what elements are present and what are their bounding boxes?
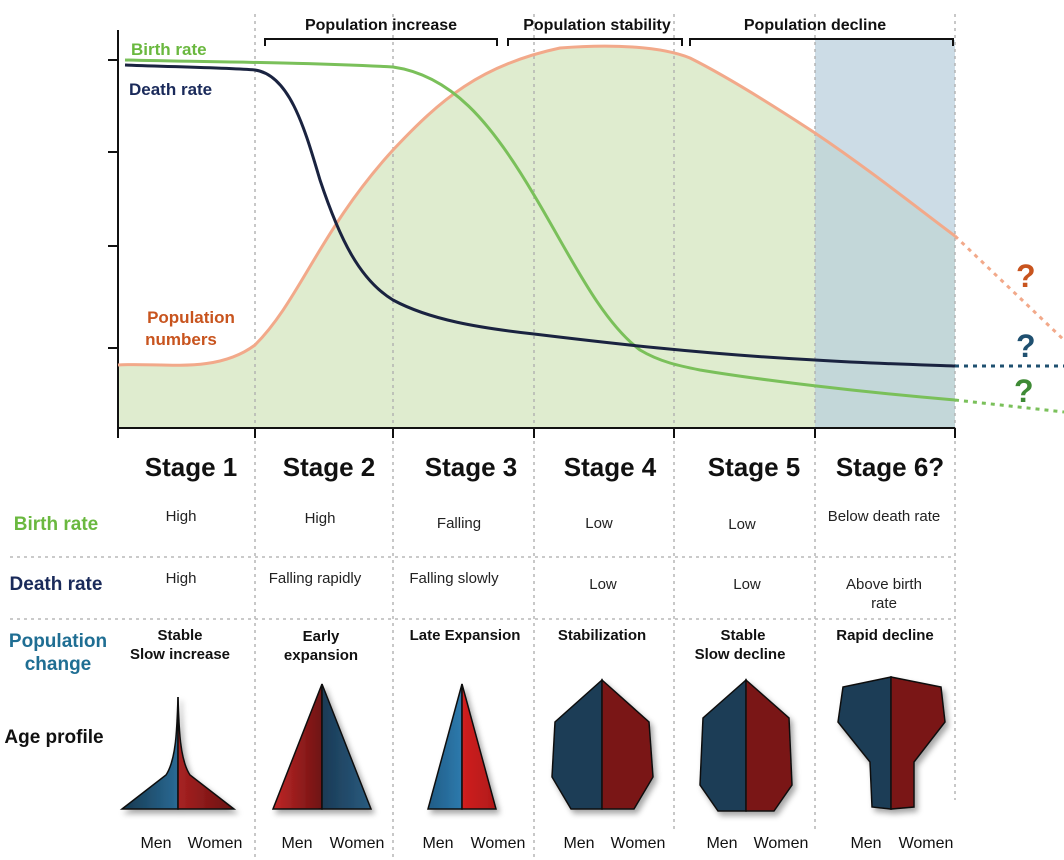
population-change-cell: Early — [303, 628, 340, 645]
pyramid-women-half — [321, 683, 373, 810]
sex-labels: Men Women Men Women Men Women Men Women … — [140, 835, 953, 852]
death-rate-cell-line-2: rate — [871, 595, 897, 612]
men-label: Men — [422, 835, 453, 852]
stage-heading-5: Stage 5 — [708, 452, 801, 482]
population-change-cell: Stable — [157, 627, 202, 644]
population-change-cell-line-2: expansion — [284, 647, 358, 664]
population-area-fill — [118, 46, 955, 428]
birth-rate-question-mark: ? — [1014, 373, 1034, 409]
birth-rate-cell: High — [305, 510, 336, 527]
population-change-cell-line-2: Slow decline — [695, 646, 786, 663]
row-separators — [10, 556, 955, 620]
row-label-population-change: Population — [9, 631, 107, 652]
women-label: Women — [471, 835, 526, 852]
death-rate-cell: Falling rapidly — [269, 570, 362, 587]
stage-heading-6: Stage 6? — [836, 452, 944, 482]
phase-label-stability: Population stability — [523, 17, 671, 34]
stage-heading-4: Stage 4 — [564, 452, 657, 482]
age-pyramid-stage-1 — [119, 696, 237, 810]
women-label: Women — [330, 835, 385, 852]
pyramid-men-half — [427, 683, 463, 810]
population-projection — [953, 234, 1064, 342]
population-change-cell-line-2: Slow increase — [130, 646, 230, 663]
stage-headings: Stage 1 Stage 2 Stage 3 Stage 4 Stage 5 … — [145, 452, 944, 482]
birth-rate-row: High High Falling Low Low Below death ra… — [166, 508, 941, 533]
phase-brackets — [264, 38, 954, 46]
row-label-death-rate: Death rate — [10, 574, 103, 595]
row-label-birth-rate: Birth rate — [14, 514, 98, 535]
age-pyramid-stage-3 — [427, 683, 497, 810]
birth-rate-projection — [954, 398, 1064, 414]
phase-label-increase: Population increase — [305, 17, 457, 34]
death-rate-curve-label: Death rate — [129, 80, 212, 99]
pyramid-women-half — [601, 678, 654, 810]
pyramid-women-half — [745, 678, 793, 812]
men-label: Men — [281, 835, 312, 852]
birth-rate-cell: Below death rate — [828, 508, 941, 525]
population-question-mark: ? — [1016, 258, 1036, 294]
men-label: Men — [140, 835, 171, 852]
death-rate-curve — [124, 63, 956, 368]
population-change-cell: Rapid decline — [836, 627, 934, 644]
death-rate-cell: High — [166, 570, 197, 587]
men-label: Men — [706, 835, 737, 852]
birth-rate-cell: Low — [585, 515, 613, 532]
population-change-cell: Stable — [720, 627, 765, 644]
birth-rate-cell: High — [166, 508, 197, 525]
pyramid-women-half — [461, 683, 497, 810]
row-label-population-change-line-2: change — [25, 654, 92, 675]
age-pyramid-stage-6 — [837, 676, 946, 810]
death-rate-cell: Low — [733, 576, 761, 593]
birth-rate-cell: Low — [728, 516, 756, 533]
stage-heading-2: Stage 2 — [283, 452, 376, 482]
death-rate-cell: Above birth — [846, 576, 922, 593]
phase-label-decline: Population decline — [744, 17, 886, 34]
pyramid-men-half — [699, 678, 747, 812]
men-label: Men — [850, 835, 881, 852]
birth-rate-curve-label: Birth rate — [131, 40, 207, 59]
women-label: Women — [754, 835, 809, 852]
pyramid-men-half — [119, 696, 179, 810]
women-label: Women — [188, 835, 243, 852]
birth-rate-curve — [124, 58, 956, 402]
population-curve-label-line-2: numbers — [145, 330, 217, 349]
women-label: Women — [611, 835, 666, 852]
death-rate-cell: Low — [589, 576, 617, 593]
population-change-row: Stable Slow increase Early expansion Lat… — [130, 627, 934, 664]
death-rate-row: High Falling rapidly Falling slowly Low … — [166, 570, 922, 612]
death-rate-question-mark: ? — [1016, 328, 1036, 364]
stage-heading-3: Stage 3 — [425, 452, 518, 482]
pyramid-men-half — [551, 678, 603, 810]
decline-shading — [815, 40, 955, 428]
age-pyramids — [119, 676, 946, 812]
pyramid-men-half — [271, 683, 323, 810]
population-change-cell: Late Expansion — [410, 627, 521, 644]
population-change-cell: Stabilization — [558, 627, 646, 644]
men-label: Men — [563, 835, 594, 852]
birth-rate-cell: Falling — [437, 515, 481, 532]
death-rate-cell: Falling slowly — [409, 570, 499, 587]
pyramid-women-half — [177, 696, 237, 810]
population-curve-label: Population — [147, 308, 235, 327]
women-label: Women — [899, 835, 954, 852]
row-label-age-profile: Age profile — [4, 727, 103, 748]
pyramid-women-half — [890, 676, 946, 810]
chart-axes — [108, 30, 956, 438]
population-curve — [117, 44, 956, 367]
age-pyramid-stage-2 — [271, 683, 373, 810]
age-pyramid-stage-5 — [699, 678, 793, 812]
pyramid-men-half — [837, 676, 892, 810]
stage-heading-1: Stage 1 — [145, 452, 238, 482]
age-pyramid-stage-4 — [551, 678, 654, 810]
